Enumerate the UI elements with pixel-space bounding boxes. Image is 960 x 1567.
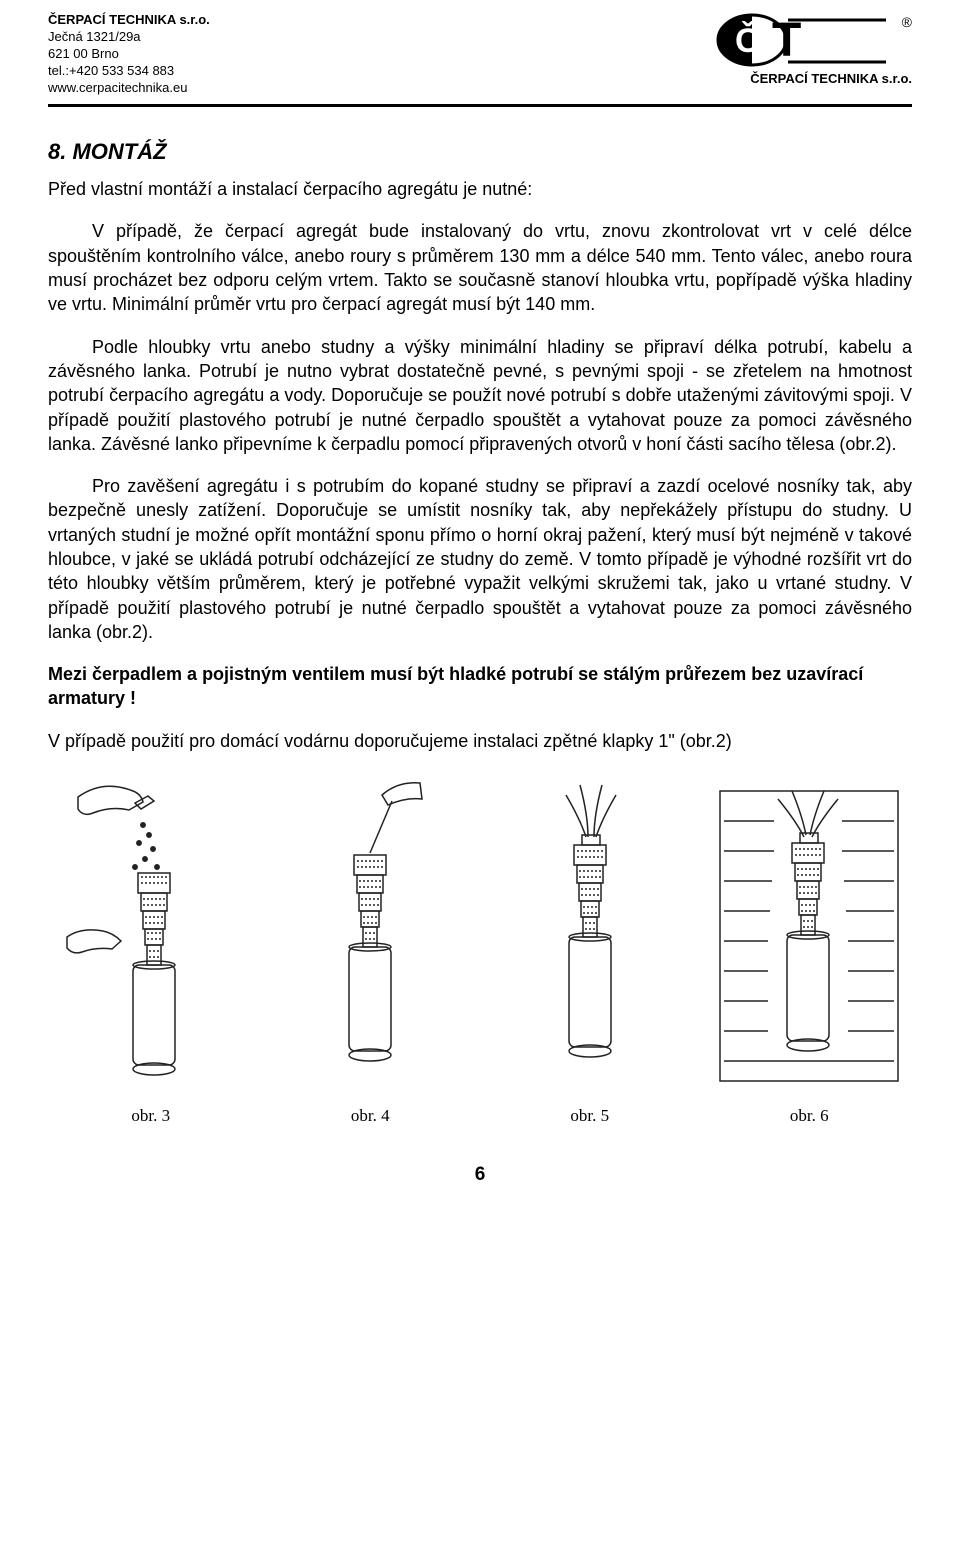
company-name: ČERPACÍ TECHNIKA s.r.o. bbox=[48, 12, 210, 29]
header-rule bbox=[48, 104, 912, 107]
figure-5-illustration bbox=[520, 777, 660, 1097]
intro-line: Před vlastní montáží a instalací čerpací… bbox=[48, 177, 912, 201]
company-address: ČERPACÍ TECHNIKA s.r.o. Ječná 1321/29a 6… bbox=[48, 12, 210, 96]
telephone: tel.:+420 533 534 883 bbox=[48, 63, 210, 80]
paragraph-2: Podle hloubky vrtu anebo studny a výšky … bbox=[48, 335, 912, 456]
section-heading: 8. MONTÁŽ bbox=[48, 137, 912, 167]
logo-caption: ČERPACÍ TECHNIKA s.r.o. bbox=[712, 70, 912, 88]
figure-5-caption: obr. 5 bbox=[570, 1105, 609, 1128]
address-line-2: 621 00 Brno bbox=[48, 46, 210, 63]
figure-3-illustration bbox=[63, 777, 238, 1097]
svg-text:T: T bbox=[772, 14, 801, 67]
figure-5: obr. 5 bbox=[487, 777, 693, 1128]
page-header: ČERPACÍ TECHNIKA s.r.o. Ječná 1321/29a 6… bbox=[48, 12, 912, 96]
website: www.cerpacitechnika.eu bbox=[48, 80, 210, 97]
paragraph-3: Pro zavěšení agregátu i s potrubím do ko… bbox=[48, 474, 912, 644]
paragraph-1: V případě, že čerpací agregát bude insta… bbox=[48, 219, 912, 316]
svg-text:Č: Č bbox=[735, 21, 760, 60]
figure-6: obr. 6 bbox=[707, 777, 913, 1128]
paragraph-5: V případě použití pro domácí vodárnu dop… bbox=[48, 729, 912, 753]
paragraph-bold-warning: Mezi čerpadlem a pojistným ventilem musí… bbox=[48, 662, 912, 711]
figure-4: obr. 4 bbox=[268, 777, 474, 1128]
figure-6-illustration bbox=[712, 777, 907, 1097]
logo-block: Č T ® ČERPACÍ TECHNIKA s.r.o. bbox=[712, 12, 912, 88]
address-line-1: Ječná 1321/29a bbox=[48, 29, 210, 46]
figure-4-caption: obr. 4 bbox=[351, 1105, 390, 1128]
figure-6-caption: obr. 6 bbox=[790, 1105, 829, 1128]
figure-3-caption: obr. 3 bbox=[131, 1105, 170, 1128]
page-number: 6 bbox=[48, 1162, 912, 1188]
figures-row: obr. 3 obr. 4 bbox=[48, 777, 912, 1128]
figure-4-illustration bbox=[300, 777, 440, 1097]
figure-3: obr. 3 bbox=[48, 777, 254, 1128]
company-logo-icon: Č T bbox=[712, 12, 902, 68]
registered-symbol: ® bbox=[902, 13, 912, 32]
